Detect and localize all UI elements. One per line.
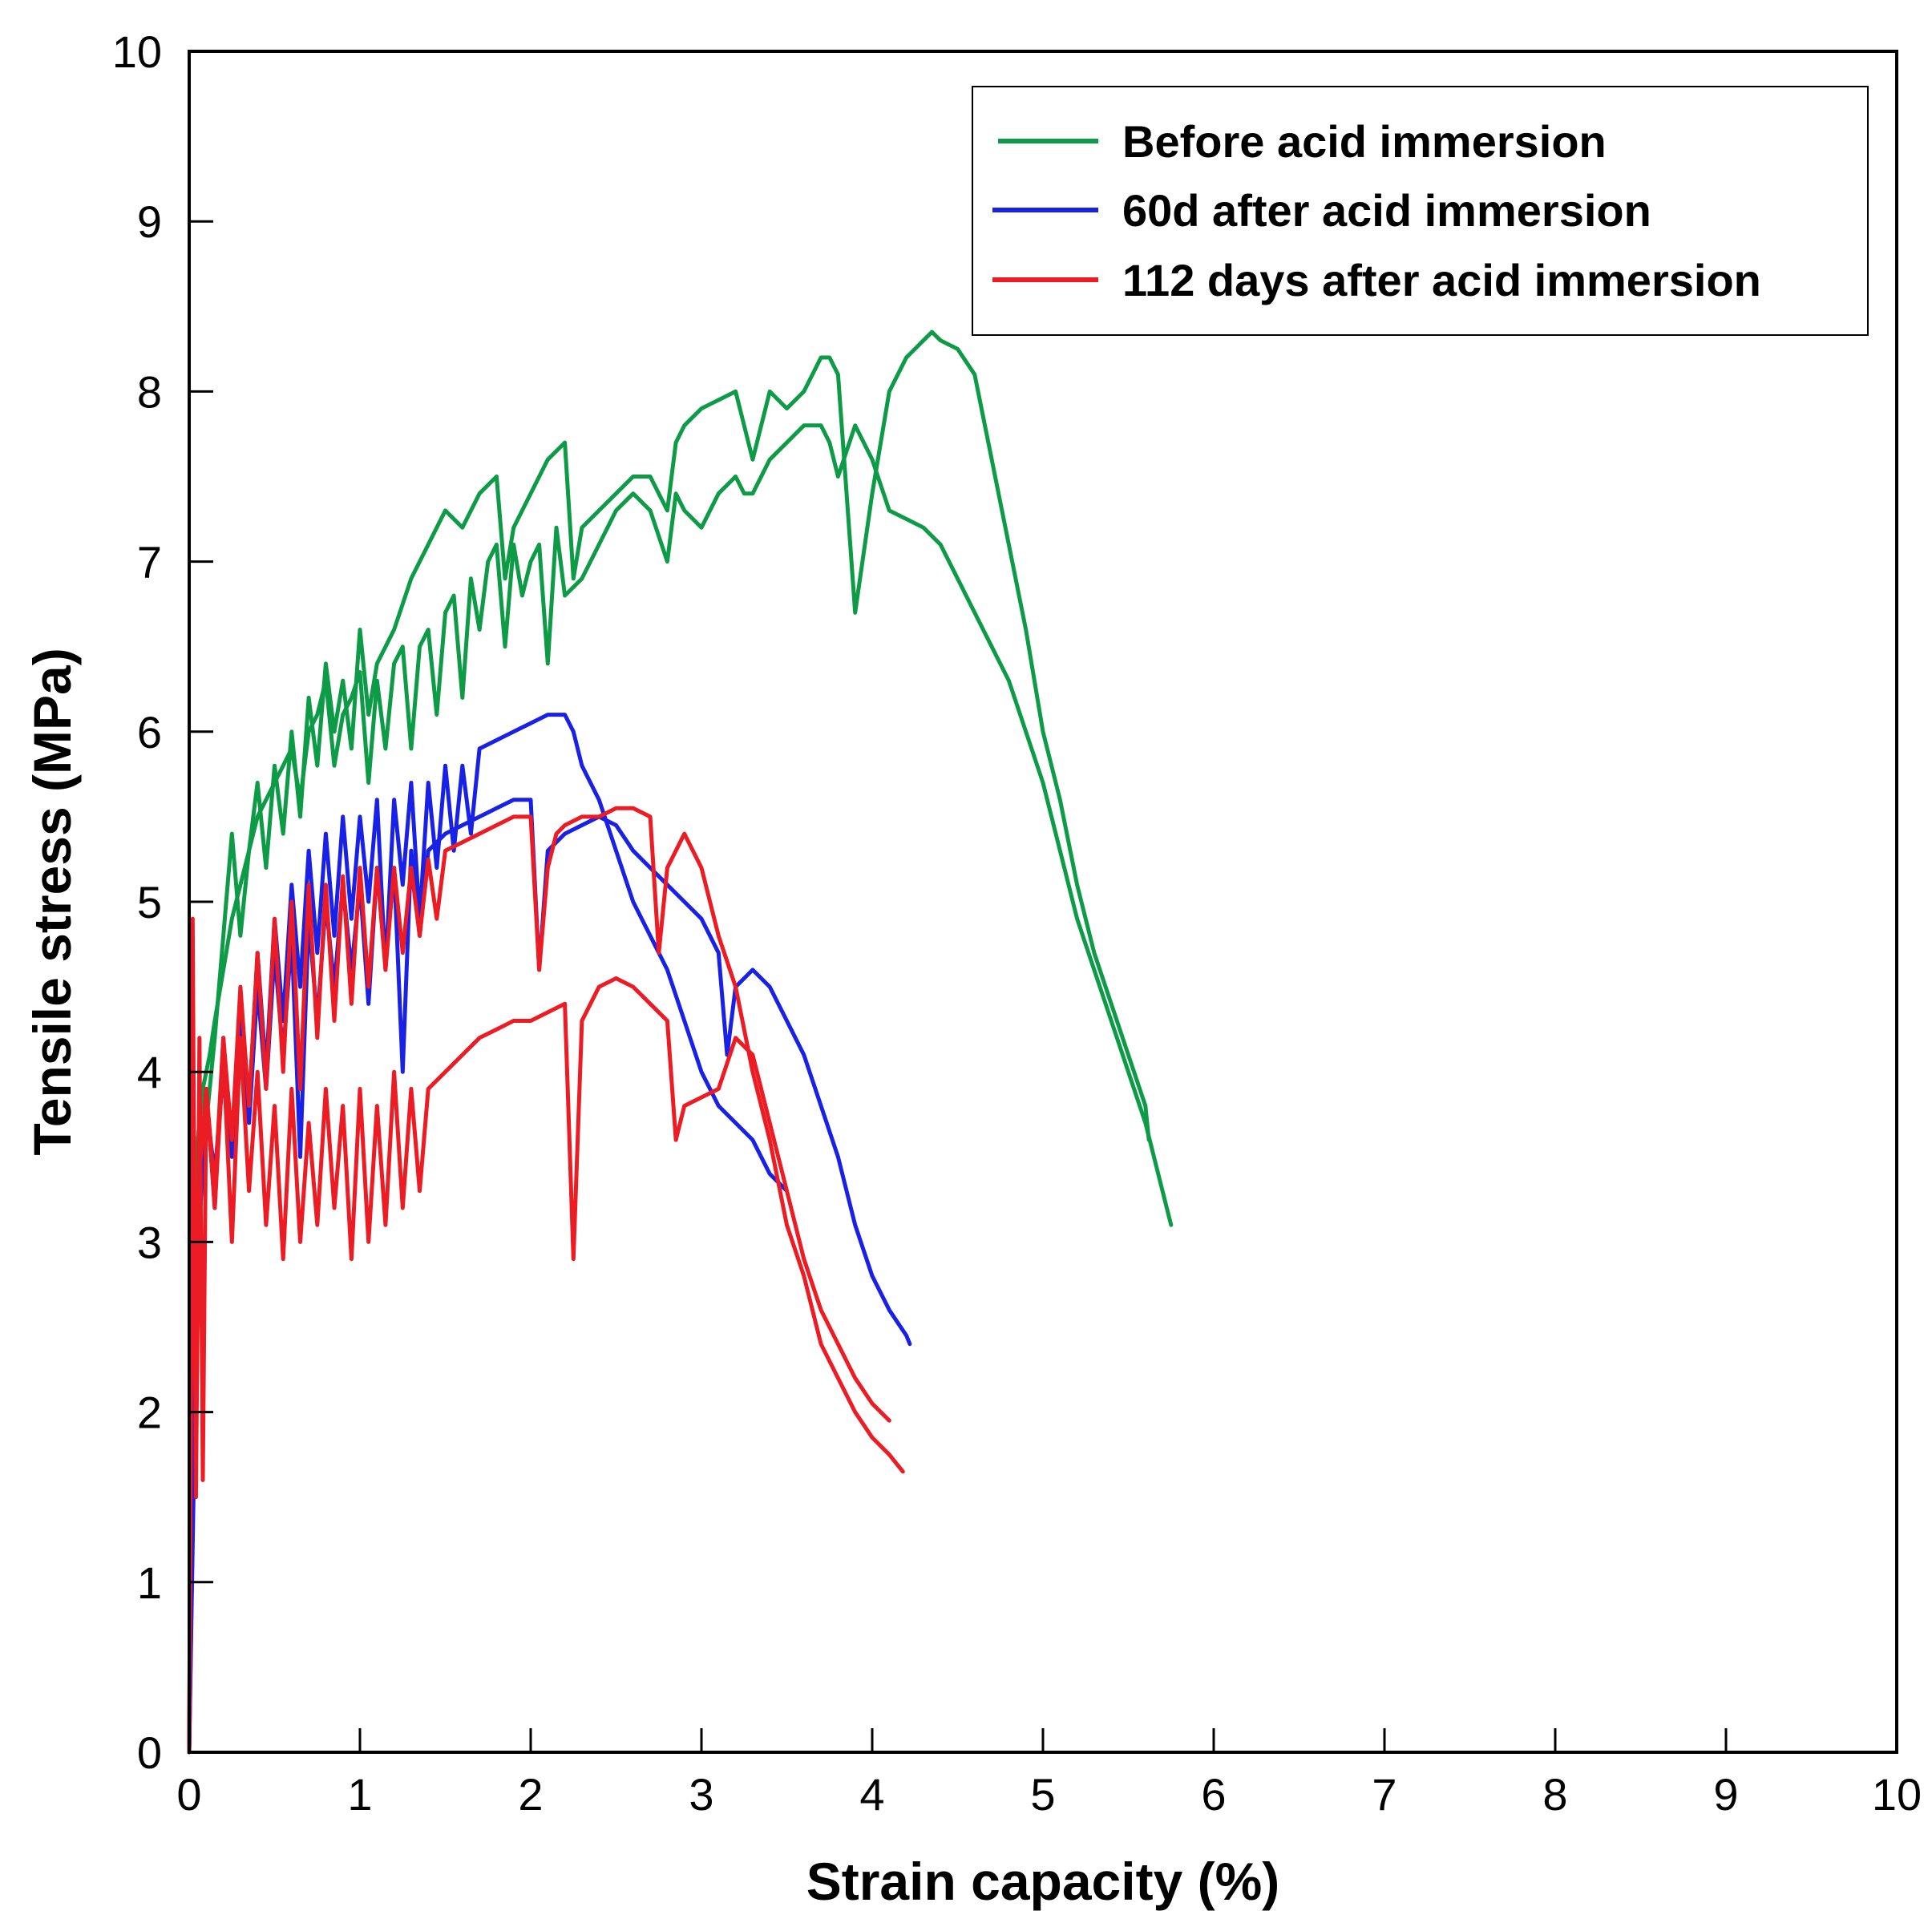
y-tick-label: 9 xyxy=(137,196,162,247)
x-tick-label: 8 xyxy=(1542,1769,1567,1820)
y-tick-label: 2 xyxy=(137,1388,162,1438)
x-tick-label: 6 xyxy=(1201,1769,1226,1820)
x-axis-title: Strain capacity (%) xyxy=(806,1852,1280,1911)
x-axis: 0 1 2 3 4 5 6 7 8 9 10 xyxy=(176,1728,1922,1820)
series-line-before-acid-immersion-1 xyxy=(187,329,1151,1755)
y-axis: 0 1 2 3 4 5 6 7 8 9 10 xyxy=(112,26,213,1778)
y-tick-label: 6 xyxy=(137,707,162,757)
y-tick-label: 1 xyxy=(137,1557,162,1608)
legend-label-before-acid: Before acid immersion xyxy=(1122,116,1607,167)
x-tick-label: 9 xyxy=(1713,1769,1738,1820)
series-line-112-days-after-acid-immersion-4 xyxy=(187,806,905,1755)
legend: Before acid immersion 60d after acid imm… xyxy=(972,86,1869,336)
y-tick-label: 5 xyxy=(137,877,162,927)
x-tick-label: 4 xyxy=(859,1769,884,1820)
x-tick-label: 0 xyxy=(176,1769,201,1820)
y-axis-title: Tensile stress (MPa) xyxy=(22,648,82,1155)
y-tick-label: 0 xyxy=(137,1727,162,1778)
x-tick-label: 1 xyxy=(347,1769,372,1820)
series-line-112-days-after-acid-immersion-5 xyxy=(187,976,891,1755)
y-tick-label: 3 xyxy=(137,1217,162,1267)
legend-label-60d: 60d after acid immersion xyxy=(1122,185,1651,236)
y-tick-label: 7 xyxy=(137,537,162,588)
y-tick-label: 4 xyxy=(137,1047,162,1097)
legend-label-112-days: 112 days after acid immersion xyxy=(1122,255,1761,305)
y-tick-label: 10 xyxy=(112,26,162,77)
x-tick-label: 7 xyxy=(1372,1769,1396,1820)
x-tick-label: 3 xyxy=(689,1769,713,1820)
x-tick-label: 2 xyxy=(518,1769,543,1820)
legend-box xyxy=(972,86,1869,336)
y-tick-label: 8 xyxy=(137,366,162,417)
series-layer xyxy=(187,329,1174,1755)
x-tick-label: 10 xyxy=(1872,1769,1922,1820)
series-line-60d-after-acid-immersion-2 xyxy=(187,713,789,1755)
x-tick-label: 5 xyxy=(1030,1769,1055,1820)
